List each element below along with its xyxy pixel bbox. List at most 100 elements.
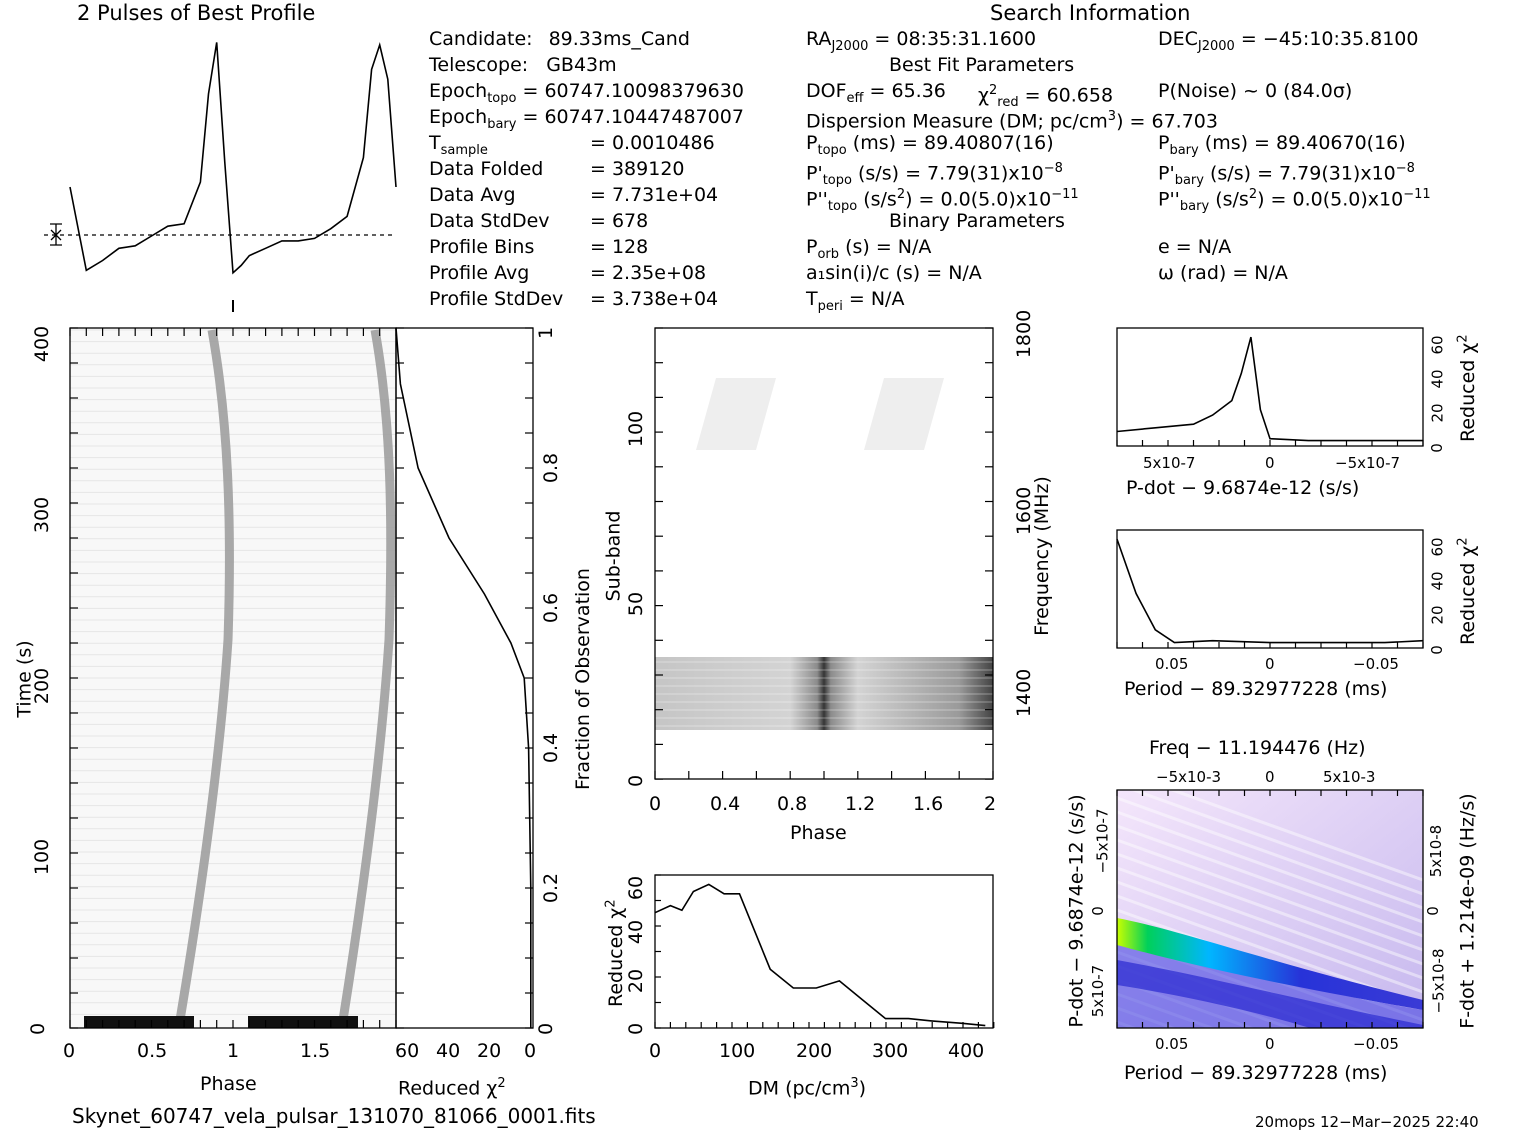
ppd-top-tick: 0: [1265, 768, 1275, 786]
sb-y-tick: 100: [625, 410, 648, 448]
cf-x-tick: 60: [395, 1040, 420, 1062]
data-folded-label: Data Folded: [429, 158, 544, 180]
dec-row: DECJ2000 = −45:10:35.8100: [1158, 28, 1419, 54]
ppd-x-tick: 0.05: [1155, 1035, 1189, 1053]
redchi-axis-label-1: Reduced χ2: [398, 1076, 506, 1100]
sb-y2-tick: 1600: [1013, 486, 1036, 536]
tp-y-tick: 400: [31, 325, 54, 363]
pddbary-row: P''bary (s/s2) = 0.0(5.0)x10−11: [1158, 187, 1431, 215]
ppd-x-tick: 0: [1265, 1035, 1275, 1053]
profile-line: [69, 41, 397, 275]
ppd-stripe: [1116, 838, 1424, 952]
phase-axis-label-2: Phase: [790, 822, 847, 844]
dm-row: Dispersion Measure (DM; pc/cm3) = 67.703: [806, 109, 1218, 133]
sb-x-tick: 2: [984, 793, 997, 815]
pd-x-tick: −5x10-7: [1335, 454, 1401, 472]
sb-x-tick: 0: [649, 793, 662, 815]
pe-y-tick: 40: [1428, 571, 1447, 591]
data-stddev-label: Data StdDev: [429, 210, 550, 232]
ppd-stripe: [1116, 1048, 1353, 1133]
footer-filename: Skynet_60747_vela_pulsar_131070_81066_00…: [72, 1104, 596, 1128]
dm-chi2-panel: [654, 874, 995, 1029]
ppd-stripe: [1116, 1020, 1424, 1133]
best-fit-title: Best Fit Parameters: [889, 54, 1075, 76]
ppd-stripe: [1116, 782, 1424, 896]
profile-avg-label: Profile Avg: [429, 262, 530, 284]
tsample-row: Tsample: [429, 132, 488, 158]
phase-axis-label-1: Phase: [200, 1073, 257, 1095]
pd-x-tick: 0: [1265, 454, 1275, 472]
data-avg-label: Data Avg: [429, 184, 516, 206]
dm-y-tick: 0: [625, 1022, 648, 1036]
period-chi2-panel: [1116, 529, 1424, 649]
ppd-y-tick: −5x10-7: [1093, 808, 1112, 874]
pd-y-tick: 60: [1428, 335, 1447, 355]
tsample-value: = 0.0010486: [590, 132, 715, 154]
profile-bins-value: = 128: [590, 236, 649, 258]
ppd-stripe: [1116, 810, 1424, 924]
pddtopo-row: P''topo (s/s2) = 0.0(5.0)x10−11: [806, 187, 1079, 215]
ppd-stripe: [1116, 866, 1424, 980]
ppd-stripe: [1116, 880, 1424, 994]
masked-block-2: [864, 378, 944, 450]
porb-row: Porb (s) = N/A: [806, 236, 932, 262]
sb-y-tick: 50: [625, 591, 648, 617]
data-folded-value: = 389120: [590, 158, 685, 180]
sb-y2-tick: 1800: [1013, 309, 1036, 359]
candidate-row: Candidate: 89.33ms_Cand: [429, 28, 690, 50]
tp-x-tick: 1.5: [300, 1040, 331, 1062]
chi2-fraction-panel: [395, 327, 534, 1029]
profile-avg-value: = 2.35e+08: [590, 262, 707, 284]
redchi-axis-label-2: Reduced χ2: [603, 899, 627, 1007]
ppd-hot-band: [1117, 918, 1423, 1010]
dm-x-tick: 0: [649, 1040, 662, 1062]
fraction-axis-label: Fraction of Observation: [571, 568, 594, 790]
dark-first-row-2: [248, 1016, 358, 1028]
ppd-stripe: [1116, 1034, 1392, 1133]
dm-y-tick: 40: [625, 919, 648, 945]
a1sini-row: a₁sin(i)/c (s) = N/A: [806, 262, 982, 284]
binary-title: Binary Parameters: [889, 210, 1065, 232]
pe-y-tick: 60: [1428, 537, 1447, 557]
dof-row: DOFeff = 65.36: [806, 80, 946, 106]
profile-error-bar: [50, 223, 62, 246]
sb-y2-tick: 1400: [1013, 668, 1036, 718]
ppd-stripe: [1116, 768, 1424, 882]
tp-y-tick: 200: [31, 667, 54, 705]
cf-y-tick: 0.6: [540, 592, 563, 624]
pdot-chi2-panel: [1116, 327, 1424, 447]
chi2-row: χ2red = 60.658: [978, 83, 1114, 111]
epoch-topo-row: Epochtopo = 60747.10098379630: [429, 80, 744, 106]
pd-x-tick: 5x10-7: [1143, 454, 1196, 472]
pdot-chi-xlabel: P-dot − 9.6874e-12 (s/s): [1126, 477, 1360, 499]
cf-y-tick: 0.8: [540, 452, 563, 484]
ppd-stripe: [1116, 796, 1424, 910]
pdbary-row: P'bary (s/s) = 7.79(31)x10−8: [1158, 161, 1415, 189]
redchi-axis-label-3: Reduced χ2: [1455, 334, 1479, 442]
ppd-stripe: [1116, 852, 1424, 966]
tp-y-tick: 0: [27, 1022, 50, 1036]
pulse-track-1: [175, 329, 234, 1021]
footer-stamp: 20mops 12−Mar−2025 22:40: [1255, 1113, 1479, 1131]
ppd-top-tick: 5x10-3: [1323, 768, 1376, 786]
tp-x-tick: 0: [63, 1040, 76, 1062]
subband-axis-label: Sub-band: [602, 510, 625, 602]
pulse-track-2: [338, 329, 396, 1021]
period-map-xlabel: Period − 89.32977228 (ms): [1124, 1062, 1388, 1084]
tp-x-tick: 0.5: [137, 1040, 168, 1062]
profile-title: 2 Pulses of Best Profile: [77, 1, 316, 25]
profile-stddev-value: = 3.738e+04: [590, 288, 719, 310]
cf-y-tick: 0.2: [540, 872, 563, 904]
cf-y-tick: 0.4: [540, 732, 563, 764]
dm-axis-label: DM (pc/cm3): [748, 1076, 867, 1100]
subband-band: [655, 657, 993, 730]
dm-x-tick: 100: [719, 1040, 756, 1062]
pe-y-tick: 0: [1427, 645, 1446, 655]
ppd-y2-tick: 5x10-8: [1427, 824, 1446, 878]
subband-phase-panel: [654, 327, 994, 780]
dark-first-row-1: [84, 1016, 194, 1028]
ppd-stripe: [1116, 824, 1424, 938]
time-phase-panel: [69, 327, 397, 1029]
dm-x-tick: 200: [796, 1040, 833, 1062]
